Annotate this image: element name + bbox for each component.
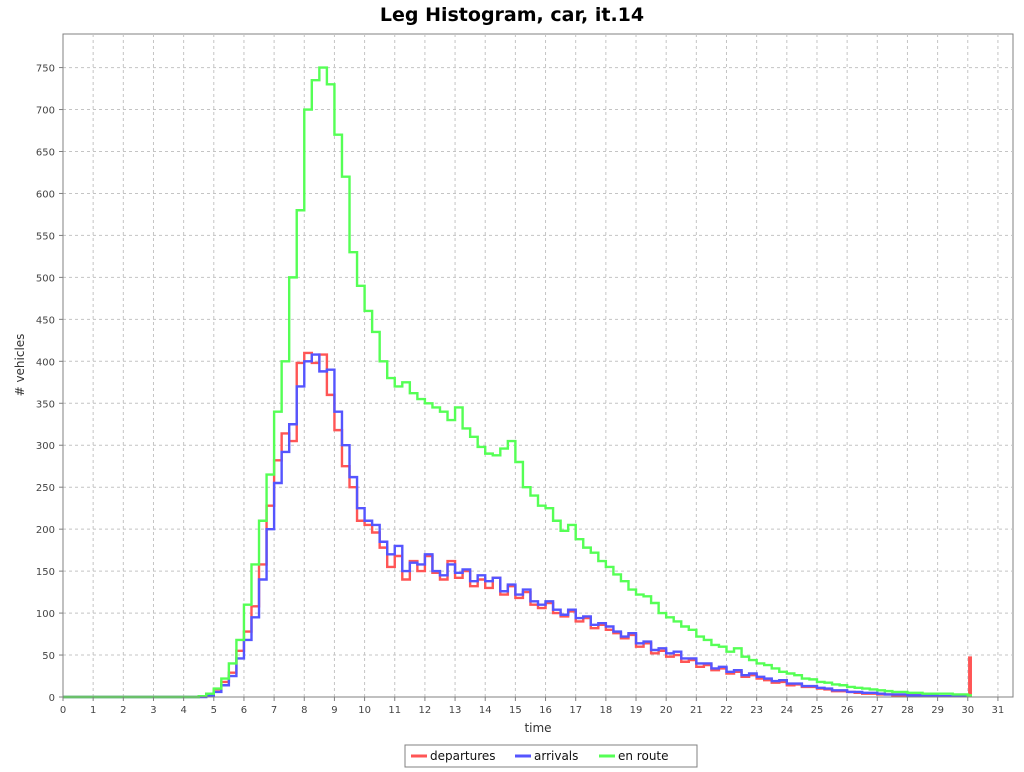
legend-label-en-route: en route xyxy=(618,749,669,763)
x-tick-label: 2 xyxy=(120,705,126,716)
legend-label-departures: departures xyxy=(430,749,496,763)
y-tick-label: 450 xyxy=(36,315,55,326)
y-tick-label: 350 xyxy=(36,399,55,410)
axes-layer: 0 1 2 3 4 5 6 7 8 9 10 11 12 13 14 15 16 17 18 19 20 21 22 23 24… xyxy=(36,34,1013,716)
plot-area xyxy=(62,33,1014,698)
x-tick-label: 15 xyxy=(509,705,522,716)
x-tick-label: 11 xyxy=(388,705,401,716)
x-tick-label: 29 xyxy=(931,705,944,716)
y-tick-label: 50 xyxy=(42,651,55,662)
x-tick-label: 21 xyxy=(690,705,703,716)
y-tick-label: 250 xyxy=(36,483,55,494)
x-tick-label: 30 xyxy=(961,705,974,716)
x-tick-label: 9 xyxy=(331,705,337,716)
x-tick-label: 0 xyxy=(60,705,66,716)
y-tick-label: 500 xyxy=(36,273,55,284)
series-line-en-route xyxy=(63,66,972,699)
x-tick-label: 20 xyxy=(660,705,673,716)
legend-label-arrivals: arrivals xyxy=(534,749,578,763)
y-axis-label: # vehicles xyxy=(13,334,27,397)
x-tick-label: 5 xyxy=(211,705,217,716)
x-tick-label: 13 xyxy=(449,705,462,716)
x-tick-label: 22 xyxy=(720,705,733,716)
x-tick-label: 14 xyxy=(479,705,492,716)
x-tick-label: 25 xyxy=(811,705,824,716)
y-tick-label: 600 xyxy=(36,189,55,200)
y-tick-label: 300 xyxy=(36,441,55,452)
x-tick-label: 3 xyxy=(150,705,156,716)
y-tick-label: 100 xyxy=(36,609,55,620)
x-tick-label: 28 xyxy=(901,705,914,716)
legend: departures arrivals en route xyxy=(404,744,698,768)
x-tick-label: 16 xyxy=(539,705,552,716)
y-tick-label: 400 xyxy=(36,357,55,368)
x-tick-label: 23 xyxy=(750,705,763,716)
y-tick-label: 150 xyxy=(36,567,55,578)
y-tick-label: 650 xyxy=(36,147,55,158)
y-tick-label: 750 xyxy=(36,64,55,75)
x-tick-label: 6 xyxy=(241,705,247,716)
grid-layer xyxy=(62,34,1013,698)
x-tick-label: 17 xyxy=(569,705,582,716)
series-line-arrivals xyxy=(63,353,972,699)
x-tick-label: 31 xyxy=(992,705,1005,716)
series-layer xyxy=(63,66,972,699)
x-tick-label: 1 xyxy=(90,705,96,716)
y-tick-label: 700 xyxy=(36,106,55,117)
y-tick-label: 0 xyxy=(49,693,55,704)
y-tick-label: 200 xyxy=(36,525,55,536)
x-tick-label: 4 xyxy=(180,705,186,716)
x-tick-label: 7 xyxy=(271,705,277,716)
chart-title: Leg Histogram, car, it.14 xyxy=(380,4,644,26)
x-tick-label: 8 xyxy=(301,705,307,716)
x-tick-label: 27 xyxy=(871,705,884,716)
x-tick-label: 12 xyxy=(419,705,432,716)
x-tick-label: 26 xyxy=(841,705,854,716)
x-tick-label: 10 xyxy=(358,705,371,716)
x-tick-label: 18 xyxy=(599,705,612,716)
x-tick-label: 24 xyxy=(780,705,793,716)
x-tick-label: 19 xyxy=(630,705,643,716)
x-axis-label: time xyxy=(524,721,551,735)
legend-box xyxy=(404,744,698,768)
y-tick-label: 550 xyxy=(36,231,55,242)
